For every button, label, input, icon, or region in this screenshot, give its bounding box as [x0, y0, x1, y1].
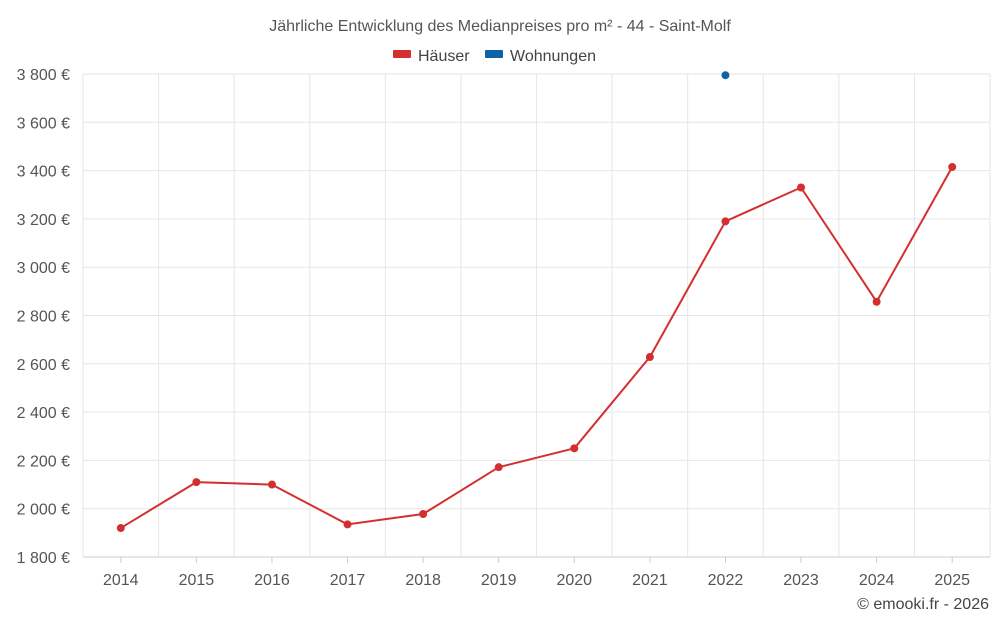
series [116, 71, 957, 533]
data-point-haeuser[interactable] [645, 353, 654, 362]
y-axis: 1 800 € 2 000 € 2 200 € 2 400 € 2 600 € 2 800… [17, 67, 70, 567]
y-tick-label: 3 000 € [17, 260, 70, 277]
x-tick-label: 2014 [103, 572, 139, 589]
x-tick-label: 2016 [254, 572, 290, 589]
legend: Häuser Wohnungen [393, 48, 596, 65]
series-haeuser [116, 162, 957, 533]
x-tick-label: 2022 [708, 572, 744, 589]
data-point-haeuser[interactable] [494, 463, 503, 472]
y-tick-label: 3 600 € [17, 115, 70, 132]
legend-item-wohnungen[interactable]: Wohnungen [485, 48, 596, 65]
data-point-haeuser[interactable] [343, 520, 352, 529]
data-point-haeuser[interactable] [116, 524, 125, 533]
y-tick-label: 2 800 € [17, 309, 70, 326]
data-point-haeuser[interactable] [267, 480, 276, 489]
chart-title: Jährliche Entwicklung des Medianpreises … [269, 18, 731, 35]
x-tick-label: 2019 [481, 572, 517, 589]
series-line-haeuser [120, 166, 954, 529]
y-tick-label: 3 800 € [17, 67, 70, 84]
data-point-haeuser[interactable] [797, 183, 806, 192]
series-wohnungen [721, 71, 730, 80]
y-tick-label: 2 400 € [17, 405, 70, 422]
data-point-haeuser[interactable] [192, 478, 201, 487]
x-axis: 2014 2015 2016 2017 2018 2019 2020 2021 2022 2023… [103, 557, 970, 589]
y-tick-label: 1 800 € [17, 550, 70, 567]
legend-swatch-haeuser [393, 50, 411, 58]
data-point-haeuser[interactable] [948, 162, 957, 171]
data-point-haeuser[interactable] [570, 444, 579, 453]
data-point-wohnungen[interactable] [721, 71, 730, 80]
legend-swatch-wohnungen [485, 50, 503, 58]
x-tick-label: 2018 [405, 572, 441, 589]
y-tick-label: 3 400 € [17, 164, 70, 181]
data-point-haeuser[interactable] [872, 297, 881, 306]
x-tick-label: 2015 [179, 572, 215, 589]
legend-label-wohnungen: Wohnungen [510, 48, 596, 65]
y-tick-label: 2 000 € [17, 502, 70, 519]
x-tick-label: 2017 [330, 572, 366, 589]
credit-text: © emooki.fr - 2026 [857, 596, 989, 613]
data-point-haeuser[interactable] [419, 510, 428, 519]
x-tick-label: 2024 [859, 572, 895, 589]
x-tick-label: 2023 [783, 572, 819, 589]
data-point-haeuser[interactable] [721, 217, 730, 226]
y-tick-label: 3 200 € [17, 212, 70, 229]
legend-label-haeuser: Häuser [418, 48, 470, 65]
x-tick-label: 2021 [632, 572, 668, 589]
x-tick-label: 2020 [556, 572, 592, 589]
y-tick-label: 2 200 € [17, 453, 70, 470]
grid [82, 73, 991, 558]
x-tick-label: 2025 [934, 572, 970, 589]
y-tick-label: 2 600 € [17, 357, 70, 374]
legend-item-haeuser[interactable]: Häuser [393, 48, 470, 65]
